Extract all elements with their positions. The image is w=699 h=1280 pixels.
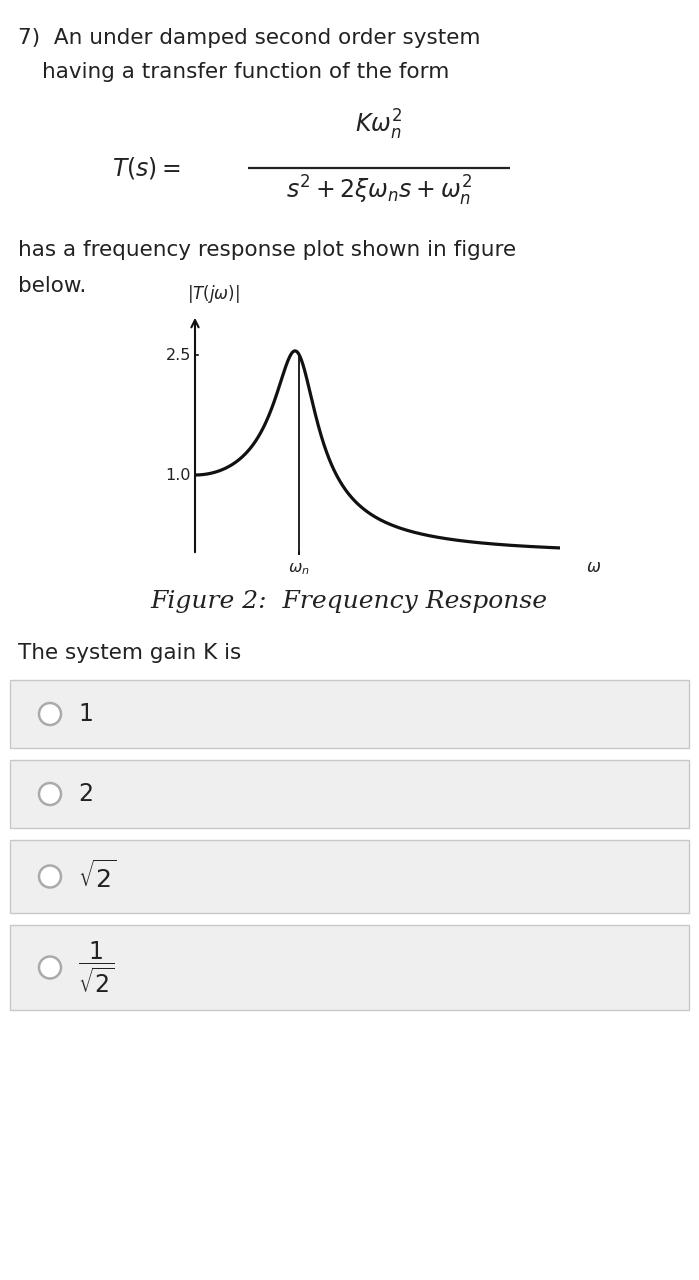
Text: $\omega_n$: $\omega_n$ (289, 562, 310, 577)
Text: 2.5: 2.5 (166, 347, 191, 362)
Text: 1.0: 1.0 (166, 467, 191, 483)
Text: $\omega$: $\omega$ (586, 558, 600, 576)
Text: $\sqrt{2}$: $\sqrt{2}$ (78, 860, 117, 893)
Text: $s^2 + 2\xi\omega_n s + \omega_n^2$: $s^2 + 2\xi\omega_n s + \omega_n^2$ (286, 174, 472, 209)
Text: $T(s) =$: $T(s) =$ (112, 155, 181, 180)
Text: $\dfrac{1}{\sqrt{2}}$: $\dfrac{1}{\sqrt{2}}$ (78, 940, 115, 996)
Text: Figure 2:  Frequency Response: Figure 2: Frequency Response (150, 590, 547, 613)
Circle shape (39, 703, 61, 724)
Circle shape (39, 783, 61, 805)
Text: $K\omega_n^2$: $K\omega_n^2$ (355, 108, 403, 142)
Text: below.: below. (18, 276, 87, 296)
Text: has a frequency response plot shown in figure: has a frequency response plot shown in f… (18, 241, 516, 260)
Text: having a transfer function of the form: having a transfer function of the form (42, 61, 449, 82)
FancyBboxPatch shape (10, 760, 689, 828)
Text: The system gain K is: The system gain K is (18, 643, 241, 663)
FancyBboxPatch shape (10, 680, 689, 748)
Text: $1$: $1$ (78, 701, 93, 726)
FancyBboxPatch shape (10, 840, 689, 913)
Text: 7)  An under damped second order system: 7) An under damped second order system (18, 28, 480, 47)
Text: $|T(j\omega)|$: $|T(j\omega)|$ (187, 283, 240, 306)
Circle shape (39, 956, 61, 978)
Circle shape (39, 865, 61, 887)
Text: $2$: $2$ (78, 782, 93, 806)
FancyBboxPatch shape (10, 925, 689, 1010)
